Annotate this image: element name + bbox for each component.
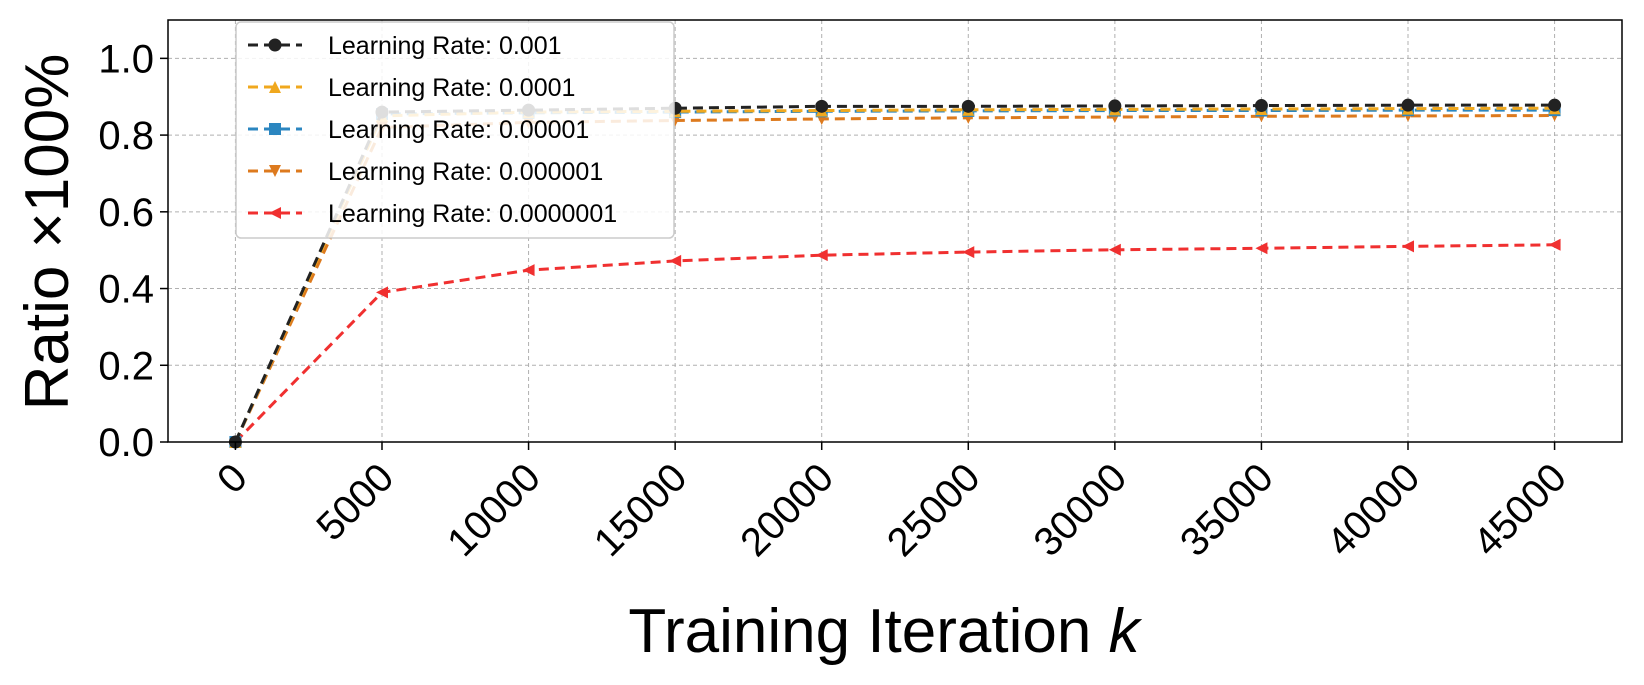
x-axis-label-var: k [1109,597,1143,666]
x-tick-label: 10000 [439,455,549,565]
legend-label: Learning Rate: 0.001 [328,32,562,60]
data-point [375,286,388,299]
series-4 [229,238,1561,448]
data-point [815,249,828,262]
y-tick-label: 0.4 [98,268,154,312]
legend-marker [269,123,281,135]
y-axis-label: Ratio ×100% [13,54,82,411]
data-point [1255,242,1268,255]
data-point [669,254,682,267]
legend-label: Learning Rate: 0.00001 [328,116,589,144]
y-tick-label: 0.2 [98,344,154,388]
legend-box [235,21,675,239]
x-tick-label: 20000 [732,455,842,565]
x-axis-label-text: Training Iteration [628,597,1091,666]
data-point [815,99,829,113]
data-point [1548,238,1561,251]
x-tick-label: 0 [209,455,256,502]
x-tick-label: 30000 [1025,455,1135,565]
data-point [1402,240,1415,253]
legend-marker [269,207,281,219]
data-point [1254,99,1268,113]
legend-label: Learning Rate: 0.0001 [328,74,575,102]
legend-marker [268,38,282,52]
plot-frame [167,19,1623,443]
data-point [962,246,975,259]
x-tick-label: 40000 [1319,455,1429,565]
x-ticks: 0 5000 10000 15000 20000 25000 30000 35000 40000… [209,442,1575,565]
legend-marker [269,165,281,177]
data-point [522,264,535,277]
x-tick-label: 45000 [1465,455,1575,565]
data-point [1108,243,1121,256]
data-point [1401,98,1415,112]
y-tick-label: 0.0 [98,421,154,465]
data-point [961,99,975,113]
y-tick-label: 0.8 [98,114,154,158]
series-line [234,106,1555,443]
x-axis-label: Training Iteration k [628,597,1142,666]
legend: Learning Rate: 0.001 Learning Rate: 0.000… [235,21,675,239]
x-tick-label: 35000 [1172,455,1282,565]
data-point [1548,98,1562,112]
data-point [1108,99,1122,113]
legend-label: Learning Rate: 0.000001 [328,158,603,186]
legend-marker [269,81,281,93]
legend-label: Learning Rate: 0.0000001 [328,200,617,228]
x-tick-label: 25000 [879,455,989,565]
x-tick-label: 5000 [308,455,402,549]
x-tick-label: 15000 [586,455,696,565]
y-ticks: 0.0 0.2 0.4 0.6 0.8 1.0 [98,37,168,465]
y-tick-label: 1.0 [98,37,154,81]
series-line [234,243,1555,444]
y-tick-label: 0.6 [98,191,154,235]
